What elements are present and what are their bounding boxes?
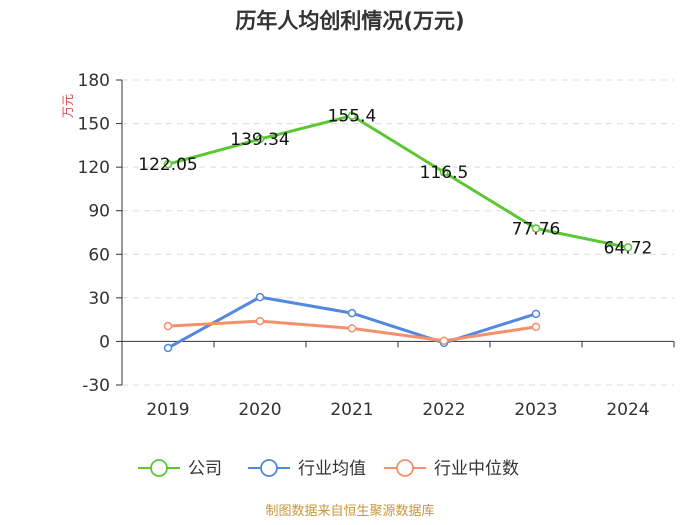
data-point-2-2019[interactable] [163,321,173,331]
series-line-0 [167,114,629,249]
data-point-1-2019[interactable] [163,343,173,353]
y-tick-label: -30 [82,376,110,396]
legend-label: 行业均值 [298,459,366,479]
series-lines [163,111,633,353]
y-axis-unit-label: 万元 [61,94,75,118]
x-tick-label-2021: 2021 [330,400,373,420]
data-point-0-2020[interactable] [255,134,265,144]
data-point-2-2020[interactable] [255,316,265,326]
x-tick-label-2019: 2019 [146,400,189,420]
x-tick-label-2024: 2024 [606,400,649,420]
chart-title: 历年人均创利情况(万元) [235,9,464,33]
y-tick-label: 180 [78,71,110,91]
legend-marker-icon [396,459,414,477]
data-label-2024: 64.72 [604,238,653,258]
x-tick-label-2023: 2023 [514,400,557,420]
y-tick-label: 90 [88,202,110,222]
y-tick-label: 150 [78,115,110,135]
data-label-2022: 116.5 [420,163,469,183]
legend-item-1[interactable]: 行业均值 [248,459,366,479]
y-tick-label: 30 [88,289,110,309]
data-labels: 122.05 139.34 155.4 116.5 77.76 64.72 [138,107,652,259]
data-point-1-2023[interactable] [531,309,541,319]
legend-label: 公司 [188,459,222,479]
data-point-0-2022[interactable] [439,167,449,177]
data-point-2-2021[interactable] [347,324,357,333]
data-point-2-2022[interactable] [439,336,449,345]
data-point-1-2021[interactable] [347,308,357,318]
legend-item-0[interactable]: 公司 [138,459,222,479]
legend-marker-icon [260,459,278,477]
data-point-0-2024[interactable] [623,243,633,252]
y-tick-label: 60 [88,245,110,265]
x-tick-label-2022: 2022 [422,400,465,420]
data-point-0-2019[interactable] [163,159,173,169]
data-point-0-2021[interactable] [347,111,357,120]
data-source-note: 制图数据来自恒生聚源数据库 [265,503,434,519]
y-tick-label: 120 [78,158,110,178]
grid-lines [122,79,674,386]
legend[interactable]: 公司 行业均值 行业中位数 [138,459,519,479]
x-tick-label-2020: 2020 [238,400,281,420]
axes: -30 0 30 60 90 120 150 180 2019 2020 2021 2022 2023 2… [78,71,675,420]
data-label-2021: 155.4 [328,107,377,127]
data-point-2-2023[interactable] [531,322,541,332]
legend-marker-icon [150,459,168,477]
legend-label: 行业中位数 [434,459,519,479]
data-label-2020: 139.34 [230,130,289,150]
data-label-2023: 77.76 [512,219,561,239]
y-tick-label: 0 [99,332,110,352]
data-point-1-2020[interactable] [255,292,265,302]
data-point-0-2023[interactable] [531,224,541,233]
legend-item-2[interactable]: 行业中位数 [384,459,519,479]
data-label-2019: 122.05 [138,155,197,175]
